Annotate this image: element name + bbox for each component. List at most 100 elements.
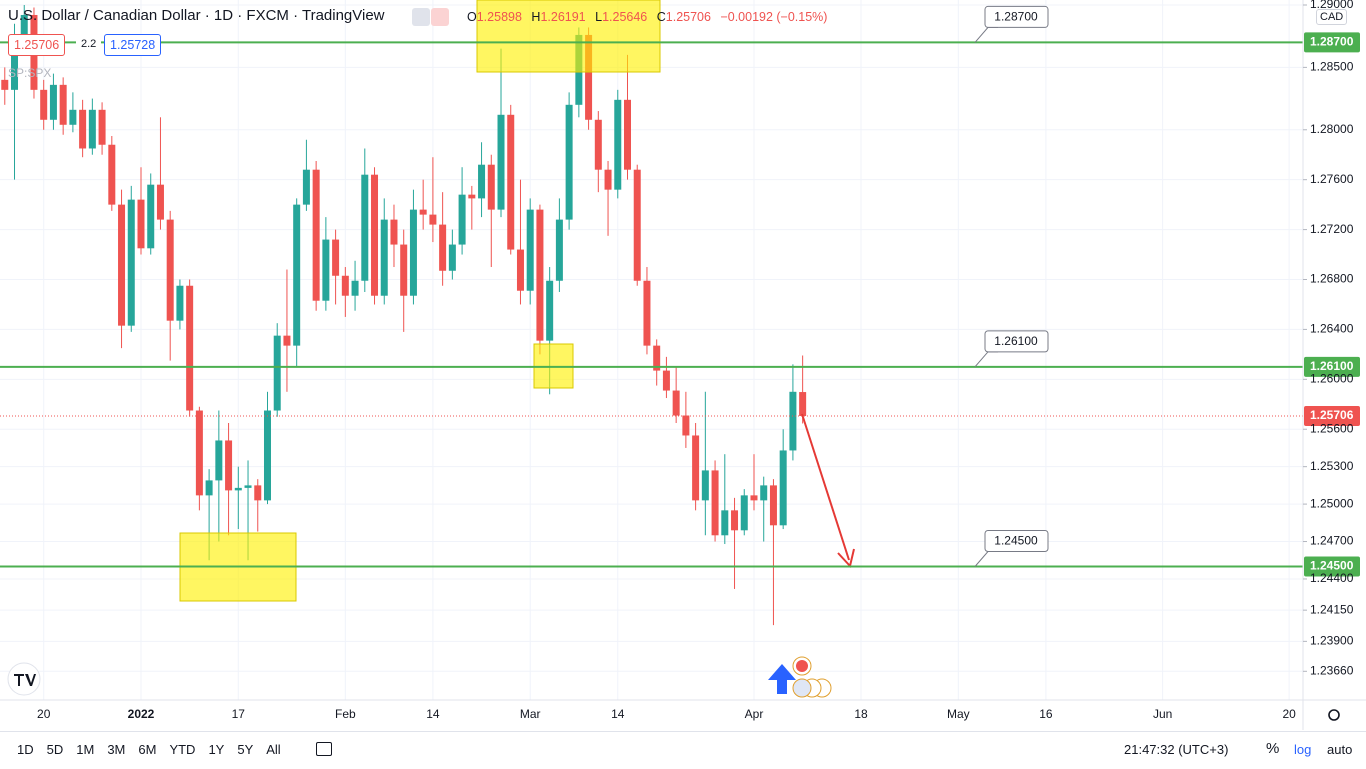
auto-toggle[interactable]: auto [1327, 742, 1353, 757]
sell-price[interactable]: 1.25706 [8, 34, 66, 56]
candle-body [448, 244, 456, 271]
y-tick-label: 1.27200 [1310, 222, 1354, 236]
symbol-header[interactable]: U.S. Dollar / Canadian Dollar · 1D · FXC… [8, 7, 385, 24]
candle-body [750, 495, 758, 501]
callout-box[interactable] [984, 5, 1049, 28]
y-tick-label: 1.24150 [1310, 602, 1354, 616]
percent-toggle[interactable]: % [1266, 740, 1280, 757]
candle-body [487, 164, 495, 210]
candle-body [497, 114, 505, 210]
highlight-zone[interactable] [476, 0, 661, 73]
x-tick-label: 16 [1039, 707, 1053, 721]
candle-body [740, 495, 748, 531]
candle-body [594, 119, 602, 170]
callout-box[interactable] [984, 330, 1049, 353]
candle-body [468, 194, 476, 199]
range-button[interactable]: 5Y [237, 742, 254, 757]
x-tick-label: Jun [1153, 707, 1172, 721]
x-tick-label: Apr [745, 707, 764, 721]
candle-body [166, 219, 174, 321]
range-button[interactable]: 1Y [208, 742, 225, 757]
open-value: 1.25898 [476, 10, 522, 24]
bottom-toolbar: 21:47:32 (UTC+3) % log auto 1D 5D 1M 3M 6M YT… [0, 731, 1366, 769]
x-tick-label: 14 [426, 707, 440, 721]
tv-logo-mark [14, 674, 36, 686]
candle-body [332, 239, 340, 276]
range-button[interactable]: 5D [46, 742, 64, 757]
candle-body [409, 209, 417, 296]
candle-body [293, 204, 301, 346]
range-button[interactable]: 1M [76, 742, 95, 757]
flag-fill [796, 660, 808, 672]
range-button[interactable]: 3M [107, 742, 126, 757]
candle-body [390, 219, 398, 245]
currency-selector[interactable]: CAD [1316, 9, 1348, 25]
candle-body [234, 487, 242, 491]
x-tick-label: 20 [37, 707, 51, 721]
event-arrow-icon[interactable] [768, 664, 796, 694]
y-tick-label: 1.28000 [1310, 122, 1354, 136]
candle-body [682, 415, 690, 436]
y-tick-label: 1.25000 [1310, 496, 1354, 510]
settings-icon[interactable] [1328, 709, 1340, 721]
candle-body [176, 285, 184, 321]
candle-body [108, 144, 116, 205]
x-tick-label: 18 [854, 707, 868, 721]
log-toggle[interactable]: log [1294, 742, 1312, 757]
candle-body [263, 410, 271, 501]
candle-body [624, 99, 631, 170]
candle-body [546, 280, 554, 341]
candle-body [692, 435, 700, 501]
low-value: 1.25646 [602, 10, 648, 24]
candle-body [789, 391, 797, 451]
event-flag-us[interactable] [792, 678, 812, 698]
forecast-arrow[interactable] [801, 413, 850, 561]
spread: 2.2 [76, 34, 102, 54]
change-value: −0.00192 (−0.15%) [720, 10, 828, 24]
date-range-icon[interactable] [316, 742, 332, 756]
candle-body [302, 169, 310, 205]
callout-pointer [974, 26, 998, 43]
price-axis-level [1304, 356, 1360, 377]
range-button[interactable]: All [266, 742, 281, 757]
high-value: 1.26191 [540, 10, 586, 24]
candle-body [322, 239, 330, 301]
tv-logo[interactable] [7, 662, 41, 696]
x-tick-label: 14 [611, 707, 625, 721]
candle-body [701, 470, 709, 501]
candle-body [254, 485, 262, 501]
candle-body [156, 184, 164, 220]
candle-body [186, 285, 194, 411]
candle-body [721, 510, 729, 536]
y-tick-label: 1.26400 [1310, 322, 1354, 336]
buy-price[interactable]: 1.25728 [104, 34, 162, 56]
candle-body [555, 219, 563, 281]
candle-body [361, 174, 369, 281]
candle-body [59, 84, 67, 125]
range-button[interactable]: 6M [138, 742, 157, 757]
candle-body [1, 79, 9, 90]
range-button[interactable]: YTD [169, 742, 196, 757]
candle-body [137, 199, 145, 249]
candle-body [536, 209, 544, 341]
candle-body [711, 470, 719, 536]
y-tick-label: 1.23900 [1310, 634, 1354, 648]
candle-body [273, 335, 281, 411]
candle-body [731, 510, 739, 531]
compare-button[interactable] [431, 8, 449, 26]
price-axis-level-label: 1.28700 [1310, 35, 1354, 49]
candle-body [672, 390, 680, 416]
chart: 1.28700 1.28700 1.26100 1.26100 1.24500 1.245… [0, 0, 1366, 730]
candle-body [40, 89, 48, 120]
candle-body [341, 275, 349, 296]
candle-body [565, 104, 573, 220]
candle-body [215, 440, 223, 481]
candle-body [147, 184, 155, 249]
hide-button[interactable] [412, 8, 430, 26]
range-button[interactable]: 1D [17, 742, 34, 757]
candle-body [205, 480, 213, 496]
candle-body [225, 440, 233, 491]
callout-box[interactable] [984, 529, 1049, 552]
last-price-label: 1.25706 [1310, 408, 1354, 422]
y-tick-label: 1.23660 [1310, 663, 1354, 677]
